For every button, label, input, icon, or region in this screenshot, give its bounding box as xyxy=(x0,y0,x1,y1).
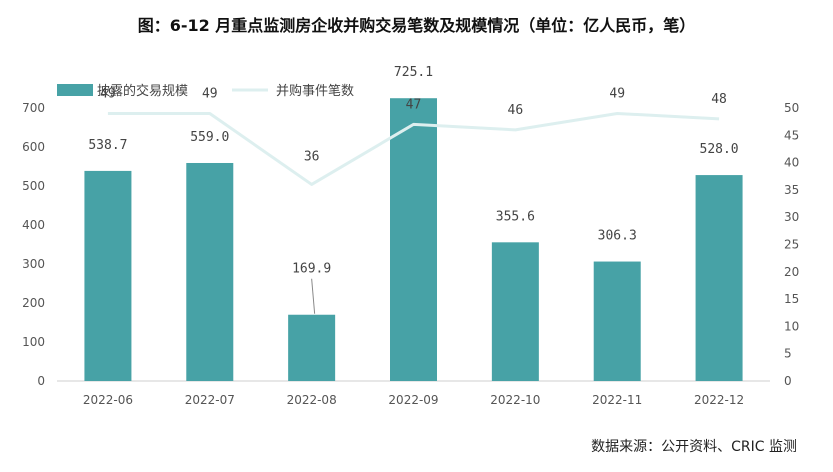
bar-series xyxy=(84,98,743,381)
data-labels: 538.7 559.0 169.9 725.1 355.6 306.3 528.0 49 49 3… xyxy=(88,65,739,314)
y-right-tick-label: 10 xyxy=(784,319,799,333)
y-left-tick-label: 0 xyxy=(37,374,45,388)
y-right-tick-label: 40 xyxy=(784,156,799,170)
y-right-tick-label: 50 xyxy=(784,101,799,115)
y-left-tick-label: 700 xyxy=(22,101,45,115)
y-right-tick-label: 30 xyxy=(784,210,799,224)
y-right-tick-label: 20 xyxy=(784,265,799,279)
y-right-tick-label: 0 xyxy=(784,374,792,388)
x-tick-label: 2022-08 xyxy=(287,393,337,407)
bar-value-label: 559.0 xyxy=(190,130,229,145)
x-tick-label: 2022-10 xyxy=(490,393,540,407)
x-tick-label: 2022-11 xyxy=(592,393,642,407)
y-right-tick-label: 25 xyxy=(784,238,799,252)
x-tick-label: 2022-12 xyxy=(694,393,744,407)
bar xyxy=(84,170,132,381)
bar-value-label: 725.1 xyxy=(394,65,433,80)
bar-value-label: 528.0 xyxy=(700,142,739,157)
line-value-label: 36 xyxy=(304,149,320,164)
bar-value-label: 306.3 xyxy=(598,229,637,244)
bar xyxy=(288,314,336,381)
x-tick-label: 2022-09 xyxy=(388,393,438,407)
line-path xyxy=(107,111,720,186)
axes: 0 100 200 300 400 500 600 700 0 5 10 15 20 25 30 35 40 45… xyxy=(22,101,799,407)
line-value-label: 49 xyxy=(202,86,218,101)
line-series xyxy=(107,111,720,186)
line-value-label: 49 xyxy=(609,86,625,101)
bar-value-label: 355.6 xyxy=(496,209,535,224)
line-value-label: 46 xyxy=(508,103,524,118)
legend: 披露的交易规模 并购事件笔数 xyxy=(57,83,354,99)
bar-value-label: 538.7 xyxy=(88,138,127,153)
x-tick-label: 2022-07 xyxy=(185,393,235,407)
y-left-tick-label: 300 xyxy=(22,257,45,271)
y-left-tick-label: 600 xyxy=(22,140,45,154)
legend-swatch-bar xyxy=(57,84,93,96)
legend-label-bar: 披露的交易规模 xyxy=(97,83,188,99)
y-left-tick-label: 500 xyxy=(22,179,45,193)
line-value-label: 47 xyxy=(406,97,422,112)
label-leader-line xyxy=(311,278,316,314)
bar-value-label: 169.9 xyxy=(292,262,331,277)
bar xyxy=(491,242,539,381)
bar xyxy=(186,162,234,381)
x-tick-label: 2022-06 xyxy=(83,393,133,407)
y-right-tick-label: 45 xyxy=(784,128,799,142)
y-right-tick-label: 15 xyxy=(784,292,799,306)
line-value-label: 48 xyxy=(711,92,727,107)
y-left-tick-label: 200 xyxy=(22,296,45,310)
line-value-label: 49 xyxy=(100,86,116,101)
bar xyxy=(593,261,641,381)
bar xyxy=(390,98,437,381)
chart-title: 图：6-12 月重点监测房企收并购交易笔数及规模情况（单位：亿人民币，笔） xyxy=(137,16,696,35)
bar xyxy=(695,175,743,381)
y-left-tick-label: 100 xyxy=(22,335,45,349)
y-right-tick-label: 5 xyxy=(784,347,792,361)
y-right-tick-label: 35 xyxy=(784,183,799,197)
legend-label-line: 并购事件笔数 xyxy=(276,83,354,99)
y-left-tick-label: 400 xyxy=(22,218,45,232)
source-note: 数据来源：公开资料、CRIC 监测 xyxy=(591,439,797,455)
